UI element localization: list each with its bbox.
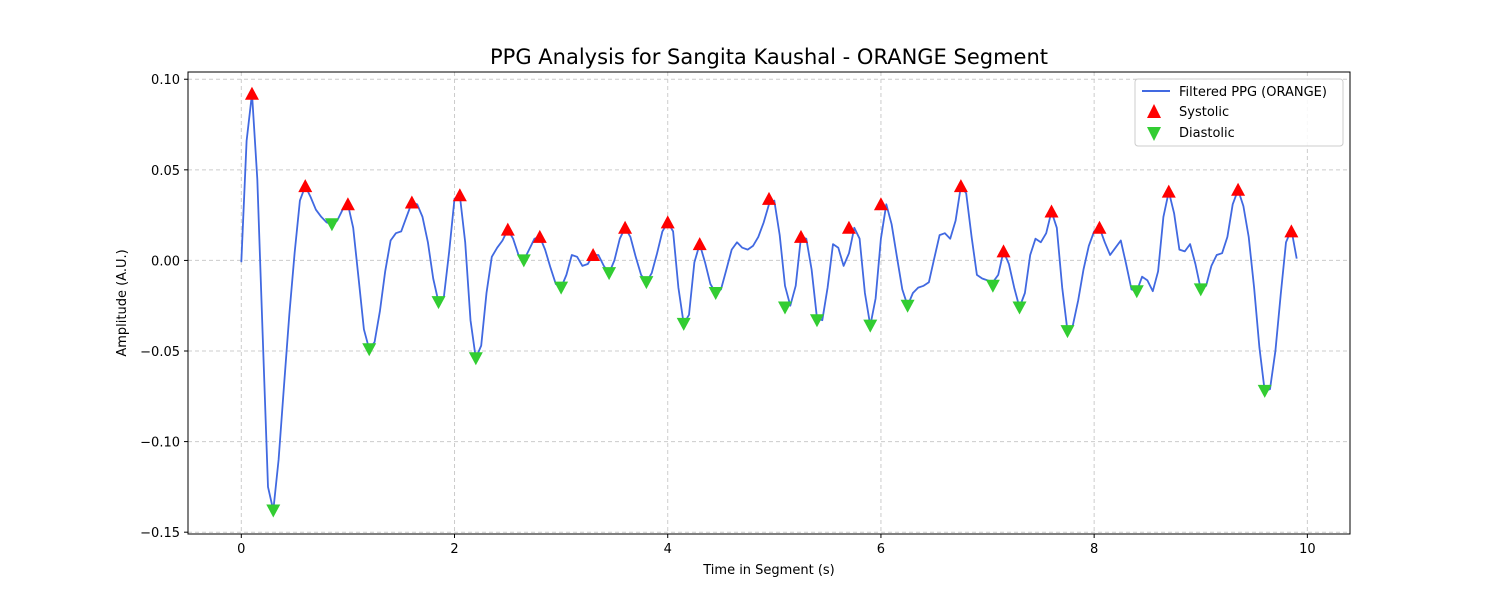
systolic-marker xyxy=(340,197,355,211)
diastolic-marker xyxy=(554,281,569,295)
plot-frame xyxy=(187,71,1351,535)
legend-label-systolic: Systolic xyxy=(1179,105,1229,120)
x-tick-label: 0 xyxy=(237,542,245,557)
diastolic-marker xyxy=(863,319,878,333)
systolic-marker xyxy=(1161,184,1176,198)
systolic-marker xyxy=(841,220,856,234)
diastolic-marker xyxy=(1129,285,1144,299)
diastolic-marker xyxy=(777,301,792,315)
systolic-marker xyxy=(618,220,633,234)
legend-box xyxy=(1134,78,1344,147)
y-tick-label: −0.15 xyxy=(140,526,180,541)
y-tick-label: 0.05 xyxy=(151,164,180,179)
diastolic-marker xyxy=(431,296,446,310)
systolic-marker xyxy=(873,197,888,211)
x-tick-label: 6 xyxy=(877,542,885,557)
legend-systolic-marker xyxy=(1147,104,1161,118)
diastolic-marker xyxy=(602,267,617,281)
plot-area xyxy=(240,86,1299,518)
x-tick-label: 10 xyxy=(1299,542,1316,557)
x-axis-label: Time in Segment (s) xyxy=(702,563,834,578)
legend-diastolic-marker xyxy=(1147,127,1161,141)
x-tick-label: 4 xyxy=(664,542,672,557)
diastolic-marker xyxy=(362,343,377,357)
systolic-marker xyxy=(244,86,259,100)
diastolic-marker xyxy=(809,314,824,328)
y-tick-label: 0.00 xyxy=(151,254,180,269)
y-axis-label: Amplitude (A.U.) xyxy=(115,249,130,356)
systolic-marker xyxy=(953,179,968,193)
systolic-marker xyxy=(793,229,808,243)
axis-ticks: 0 2 4 6 8 10 −0.15 −0.10 −0.05 0.00 0.05 0.10 xyxy=(140,73,1315,557)
chart-title: PPG Analysis for Sangita Kaushal - ORANG… xyxy=(490,45,1048,69)
legend-label-diastolic: Diastolic xyxy=(1179,126,1235,141)
diastolic-marker xyxy=(1012,301,1027,315)
y-tick-label: −0.10 xyxy=(140,436,180,451)
diastolic-marker xyxy=(708,287,723,301)
diastolic-marker xyxy=(266,504,281,518)
systolic-marker xyxy=(996,244,1011,258)
y-tick-label: 0.10 xyxy=(151,73,180,88)
diastolic-marker xyxy=(639,276,654,290)
y-tick-label: −0.05 xyxy=(140,345,180,360)
systolic-marker xyxy=(660,215,675,229)
systolic-marker xyxy=(586,247,601,261)
systolic-marker xyxy=(532,229,547,243)
diastolic-marker xyxy=(985,279,1000,293)
systolic-marker xyxy=(1284,224,1299,238)
x-tick-label: 2 xyxy=(450,542,458,557)
systolic-marker xyxy=(1092,220,1107,234)
diastolic-marker xyxy=(324,218,339,232)
legend-label-filtered: Filtered PPG (ORANGE) xyxy=(1179,85,1327,100)
systolic-marker xyxy=(762,191,776,205)
systolic-marker xyxy=(500,222,515,236)
diastolic-marker xyxy=(1257,384,1272,398)
diastolic-marker xyxy=(516,254,531,268)
systolic-marker xyxy=(404,195,419,209)
diastolic-marker xyxy=(1193,283,1208,297)
systolic-marker xyxy=(1231,182,1246,196)
systolic-marker xyxy=(452,188,467,202)
x-tick-label: 8 xyxy=(1090,542,1098,557)
diastolic-marker xyxy=(468,352,483,366)
diastolic-marker xyxy=(1060,325,1075,339)
legend: Filtered PPG (ORANGE) Systolic Diastolic xyxy=(1134,78,1344,147)
systolic-marker xyxy=(1044,204,1059,218)
systolic-marker xyxy=(692,237,707,251)
systolic-marker xyxy=(298,179,313,193)
diastolic-marker xyxy=(900,299,915,313)
diastolic-marker xyxy=(676,317,691,331)
